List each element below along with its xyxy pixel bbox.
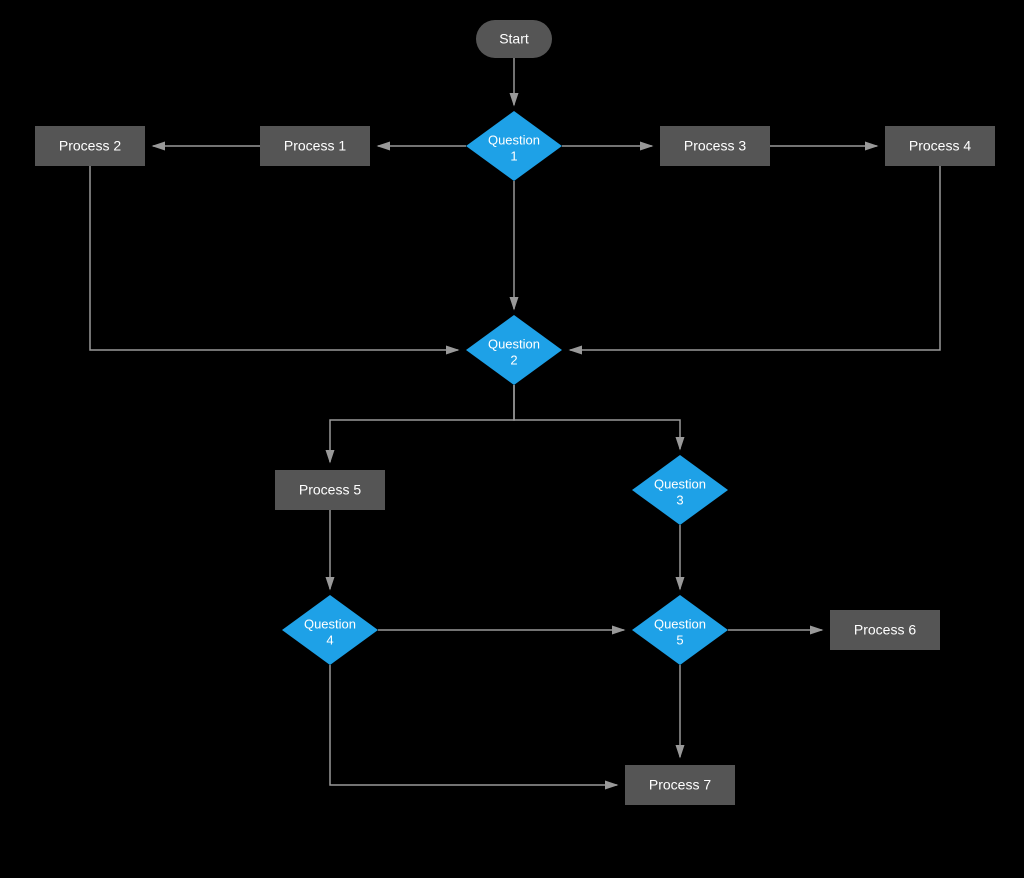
node-start: Start: [476, 20, 552, 58]
node-p1: Process 1: [260, 126, 370, 166]
edge-6: [90, 166, 458, 350]
node-label-q3-line1: Question: [654, 476, 706, 491]
node-q1: Question1: [466, 111, 562, 181]
node-label-q1-line1: Question: [488, 132, 540, 147]
node-label-start: Start: [499, 31, 529, 47]
node-p3: Process 3: [660, 126, 770, 166]
node-label-q3-line2: 3: [676, 492, 683, 507]
node-p7: Process 7: [625, 765, 735, 805]
node-q2: Question2: [466, 315, 562, 385]
node-label-q2-line1: Question: [488, 336, 540, 351]
node-p5: Process 5: [275, 470, 385, 510]
edge-7: [570, 166, 940, 350]
edge-9: [514, 385, 680, 449]
node-label-p4: Process 4: [909, 138, 971, 154]
node-label-q5-line1: Question: [654, 616, 706, 631]
flowchart-canvas: StartQuestion1Process 1Process 2Process …: [0, 0, 1024, 878]
node-p4: Process 4: [885, 126, 995, 166]
node-q4: Question4: [282, 595, 378, 665]
node-label-p1: Process 1: [284, 138, 346, 154]
node-label-p6: Process 6: [854, 622, 916, 638]
node-label-q4-line1: Question: [304, 616, 356, 631]
node-p2: Process 2: [35, 126, 145, 166]
node-q3: Question3: [632, 455, 728, 525]
node-label-p7: Process 7: [649, 777, 711, 793]
node-label-q1-line2: 1: [510, 148, 517, 163]
edge-15: [330, 665, 617, 785]
node-p6: Process 6: [830, 610, 940, 650]
nodes-layer: StartQuestion1Process 1Process 2Process …: [35, 20, 995, 805]
node-label-p2: Process 2: [59, 138, 121, 154]
node-label-p3: Process 3: [684, 138, 746, 154]
node-label-q2-line2: 2: [510, 352, 517, 367]
node-label-q4-line2: 4: [326, 632, 333, 647]
edge-8: [330, 385, 514, 462]
node-label-q5-line2: 5: [676, 632, 683, 647]
node-q5: Question5: [632, 595, 728, 665]
node-label-p5: Process 5: [299, 482, 361, 498]
